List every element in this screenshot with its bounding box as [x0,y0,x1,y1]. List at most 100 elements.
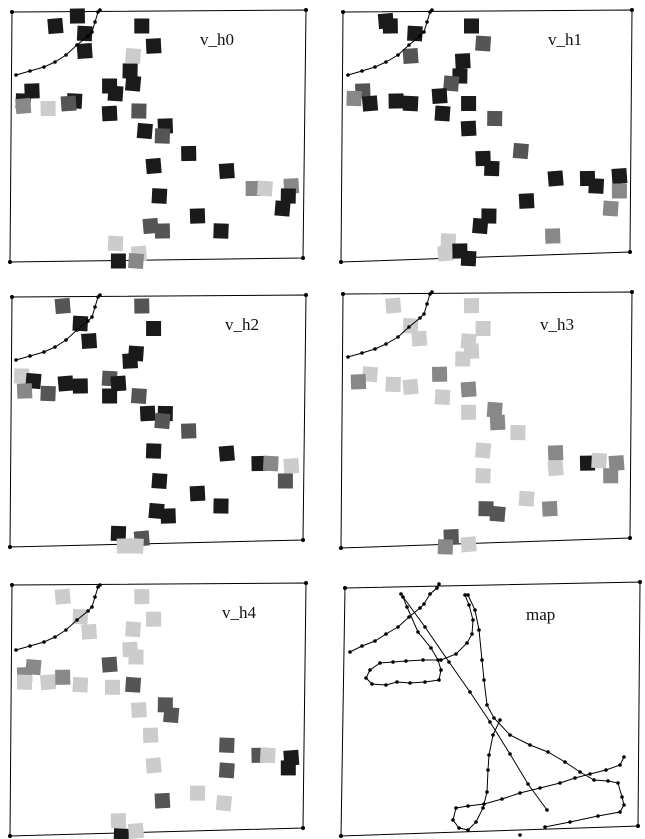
track-point [396,53,400,57]
track-point [480,658,484,662]
panel-title: v_h1 [548,30,582,49]
track-point [75,618,79,622]
heat-square [475,468,491,484]
heat-square [382,18,398,34]
track-point [408,681,412,685]
track-point [466,593,470,597]
heat-square [14,368,30,384]
track-point [384,632,388,636]
frame-corner [636,824,640,828]
track-point [428,592,432,596]
track-point [481,806,485,810]
heat-square [350,374,367,390]
panel-v-h1: v_h1 [339,8,634,267]
heat-square [146,321,162,336]
track-point [466,804,470,808]
heat-square [431,366,448,382]
frame-corner [304,293,308,297]
heat-square [602,200,619,217]
track-point [487,753,491,757]
track-point [437,582,441,586]
heat-square [440,233,457,249]
track-point [457,826,461,830]
heat-square [122,63,138,79]
heat-square [160,508,176,524]
heat-square [76,42,93,60]
track-point [618,810,622,814]
heat-square [16,674,33,690]
heat-square [81,623,98,640]
heat-square [136,122,153,140]
track-point [468,690,472,694]
track-point [437,678,441,682]
heat-square [484,160,500,177]
track-point [430,8,434,12]
track-point [486,768,490,772]
heat-square [475,35,492,52]
heat-square [154,792,171,809]
frame-corner [339,260,343,264]
heat-square [101,656,118,673]
heat-square [486,401,503,418]
track-point [90,605,94,609]
heat-square [218,445,235,462]
heat-square [131,103,147,119]
track-point [384,60,388,64]
frame-corner [628,250,632,254]
heat-square [151,472,168,490]
track-point [384,683,388,687]
heat-square [125,621,142,638]
frame-corner [304,8,308,12]
heat-square [478,501,494,517]
track-point [518,791,522,795]
track-point [348,650,352,654]
heat-square [541,500,558,517]
track-point [425,302,429,306]
track-point [401,595,405,599]
heat-square [57,375,74,392]
track-points [8,581,308,838]
heat-square [125,47,142,65]
frame-corner [638,580,642,584]
track-point [396,625,400,629]
track-point [573,776,577,780]
track-point [28,644,32,648]
heat-square [402,378,419,396]
track-point [528,743,532,747]
frame-corner [630,8,634,12]
heat-square [81,332,98,350]
heat-square [280,760,296,776]
heat-square [464,18,479,34]
heat-square [110,253,126,269]
heat-square [544,228,561,244]
track-point [93,305,97,309]
heat-square [603,468,619,484]
heat-square [189,785,206,801]
heat-square [256,180,273,197]
frame-corner [10,295,14,299]
track-point [592,778,596,782]
heat-square [40,385,56,402]
track-point [373,347,377,351]
track-point [508,733,512,737]
heat-square [102,388,118,404]
panel-v-h0: v_h0 [8,8,308,270]
track-point [75,43,79,47]
track-point [508,752,512,756]
map-track-c [365,594,625,828]
track-point [471,618,475,622]
panel-map: map [339,580,642,838]
track-point [86,609,90,613]
heat-square [388,93,404,109]
track-point [364,676,368,680]
track-point [422,602,426,606]
frame-corner [301,826,305,830]
map-track-b [400,593,548,811]
heat-square [402,47,419,65]
heat-square [454,53,471,69]
track-point [463,593,467,597]
heat-square [215,795,233,812]
heat-square [463,297,480,314]
track-point [423,625,427,629]
heat-square [431,87,448,105]
